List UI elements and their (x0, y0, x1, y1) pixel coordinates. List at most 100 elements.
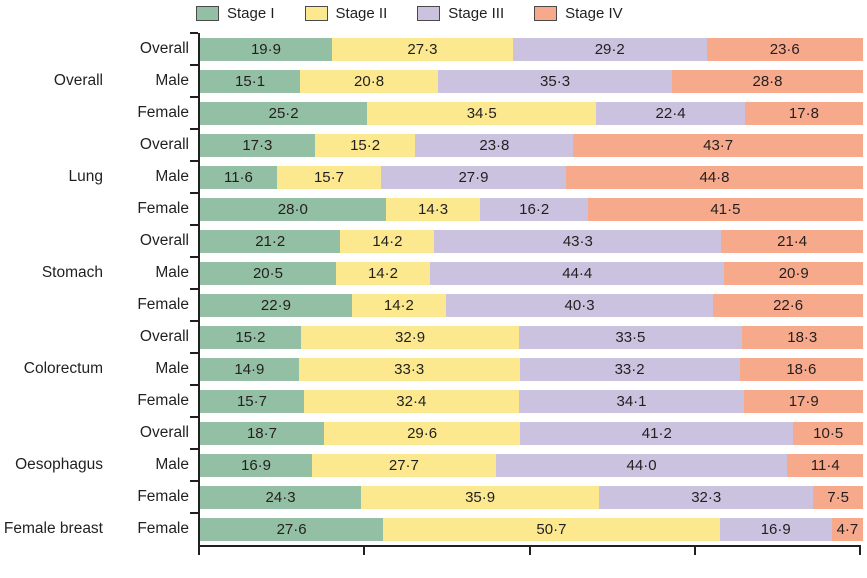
table-row: Overall 21·2 14·2 43·3 21·4 (112, 224, 863, 257)
bar-segment-stage-iv: 23·6 (706, 37, 863, 61)
bar-segment-stage-iv: 11·4 (787, 453, 863, 477)
segment-value: 22·4 (655, 104, 686, 122)
bar-segment-stage-iv: 7·5 (813, 485, 863, 509)
legend-label: Stage II (335, 5, 388, 22)
bar-track: 18·7 29·6 41·2 10·5 (190, 416, 863, 449)
bar-track: 15·7 32·4 34·1 17·9 (190, 384, 863, 417)
bar-track: 14·9 33·3 33·2 18·6 (190, 352, 863, 385)
bar-segment-stage-i: 21·2 (200, 229, 341, 253)
stacked-bar: 16·9 27·7 44·0 11·4 (200, 453, 863, 477)
segment-value: 4·7 (836, 520, 859, 538)
segment-value: 21·2 (255, 232, 286, 250)
row-label: Female (137, 296, 189, 313)
bar-segment-stage-iii: 23·8 (415, 133, 574, 157)
bar-segment-stage-ii: 15·7 (276, 165, 381, 189)
legend-item-stage-i: Stage I (196, 5, 275, 22)
group-overall: Overall Overall 19·9 27·3 29·2 23·6 Male 15·1 20… (0, 32, 863, 129)
segment-value: 44·4 (562, 264, 593, 282)
segment-value: 15·1 (235, 72, 266, 90)
bar-segment-stage-iii: 44·4 (430, 261, 725, 285)
row-label: Overall (139, 40, 189, 57)
bar-segment-stage-iii: 16·9 (719, 517, 832, 541)
segment-value: 17·8 (788, 104, 819, 122)
segment-value: 33·3 (394, 360, 425, 378)
segment-value: 23·6 (769, 40, 800, 58)
stacked-bar: 28·0 14·3 16·2 41·5 (200, 197, 863, 221)
segment-value: 14·9 (234, 360, 265, 378)
group-rows: Overall 17·3 15·2 23·8 43·7 Male 11·6 15·7 27·9 4… (112, 128, 864, 225)
segment-value: 43·3 (562, 232, 593, 250)
segment-value: 27·9 (458, 168, 489, 186)
bar-track: 17·3 15·2 23·8 43·7 (190, 128, 864, 161)
legend-item-stage-iii: Stage III (417, 5, 504, 22)
stacked-bar: 14·9 33·3 33·2 18·6 (200, 357, 863, 381)
segment-value: 40·3 (564, 296, 595, 314)
row-label: Female (137, 520, 189, 537)
bar-segment-stage-i: 15·2 (200, 325, 301, 349)
segment-value: 22·6 (773, 296, 804, 314)
bar-segment-stage-i: 16·9 (200, 453, 313, 477)
bar-segment-stage-iv: 41·5 (587, 197, 863, 221)
table-row: Female 25·2 34·5 22·4 17·8 (112, 96, 863, 129)
bar-segment-stage-iv: 20·9 (724, 261, 863, 285)
segment-value: 14·2 (383, 296, 414, 314)
row-label: Female (137, 104, 189, 121)
bar-segment-stage-iii: 43·3 (434, 229, 722, 253)
segment-value: 17·9 (788, 392, 819, 410)
bar-segment-stage-ii: 27·3 (331, 37, 513, 61)
segment-value: 32·9 (395, 328, 426, 346)
bar-segment-stage-i: 24·3 (200, 485, 362, 509)
bar-segment-stage-ii: 14·2 (340, 229, 435, 253)
row-label: Overall (139, 136, 189, 153)
row-label: Overall (139, 424, 189, 441)
segment-value: 18·7 (246, 424, 277, 442)
bar-segment-stage-ii: 27·7 (312, 453, 496, 477)
bar-segment-stage-iv: 17·9 (744, 389, 863, 413)
bar-segment-stage-iii: 40·3 (445, 293, 714, 317)
segment-value: 7·5 (827, 488, 849, 506)
bar-segment-stage-i: 27·6 (200, 517, 384, 541)
segment-value: 15·2 (350, 136, 381, 154)
row-label: Overall (139, 232, 189, 249)
group-label: Oesophagus (15, 456, 103, 473)
bar-segment-stage-i: 11·6 (200, 165, 277, 189)
stacked-bar: 17·3 15·2 23·8 43·7 (200, 133, 864, 157)
bar-segment-stage-i: 28·0 (200, 197, 386, 221)
bar-segment-stage-ii: 32·4 (303, 389, 519, 413)
segment-value: 20·9 (778, 264, 809, 282)
legend-item-stage-iv: Stage IV (534, 5, 623, 22)
segment-value: 27·7 (388, 456, 419, 474)
segment-value: 50·7 (536, 520, 567, 538)
bar-track: 15·1 20·8 35·3 28·8 (190, 64, 863, 97)
x-axis-tick (198, 545, 200, 555)
table-row: Female 15·7 32·4 34·1 17·9 (112, 384, 863, 417)
group-rows: Overall 19·9 27·3 29·2 23·6 Male 15·1 20·8 35·3 2… (112, 32, 863, 129)
legend-swatch-stage-iii (417, 6, 441, 21)
stacked-bar: 15·7 32·4 34·1 17·9 (200, 389, 863, 413)
segment-value: 18·3 (787, 328, 818, 346)
segment-value: 17·3 (242, 136, 273, 154)
bar-segment-stage-i: 15·1 (200, 69, 301, 93)
segment-value: 28·8 (752, 72, 783, 90)
bar-segment-stage-iii: 29·2 (512, 37, 707, 61)
stacked-bar: 15·1 20·8 35·3 28·8 (200, 69, 863, 93)
stacked-bar: 19·9 27·3 29·2 23·6 (200, 37, 863, 61)
table-row: Overall 17·3 15·2 23·8 43·7 (112, 128, 864, 161)
legend-label: Stage III (448, 5, 505, 22)
segment-value: 41·2 (641, 424, 672, 442)
segment-value: 41·5 (710, 200, 741, 218)
segment-value: 18·6 (786, 360, 817, 378)
bar-segment-stage-iv: 28·8 (672, 69, 863, 93)
row-label: Male (155, 456, 189, 473)
segment-value: 32·3 (691, 488, 722, 506)
segment-value: 21·4 (777, 232, 808, 250)
row-label: Male (155, 264, 189, 281)
bar-track: 25·2 34·5 22·4 17·8 (190, 96, 863, 129)
segment-value: 20·5 (252, 264, 283, 282)
legend: Stage I Stage II Stage III Stage IV (196, 5, 623, 22)
bar-track: 11·6 15·7 27·9 44·8 (190, 160, 864, 193)
bar-track: 21·2 14·2 43·3 21·4 (190, 224, 863, 257)
group-rows: Female 27·6 50·7 16·9 4·7 (112, 512, 863, 545)
group-stomach: Stomach Overall 21·2 14·2 43·3 21·4 Male 20·5 14… (0, 224, 863, 321)
